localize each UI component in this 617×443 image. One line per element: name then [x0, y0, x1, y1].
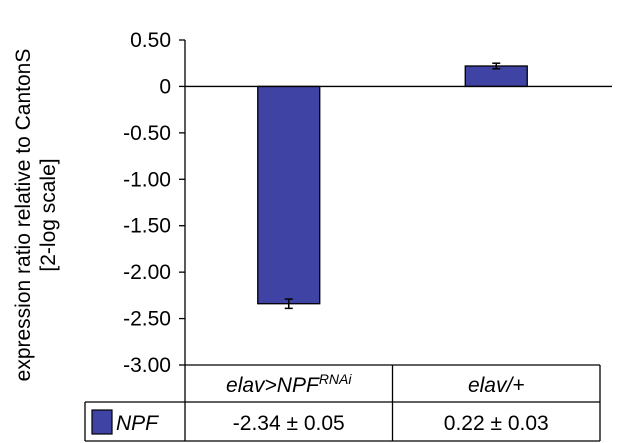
y-axis-label-line: expression ratio relative to CantonS	[12, 49, 35, 382]
category-label: elav>NPFRNAi	[226, 371, 352, 397]
table-value: -2.34 ± 0.05	[233, 412, 345, 435]
y-tick-label: 0.50	[130, 29, 171, 52]
legend-swatch	[91, 409, 113, 435]
bar	[257, 85, 321, 305]
y-tick-label: -2.00	[123, 261, 171, 284]
y-axis-label-line: [2-log scale]	[37, 158, 60, 271]
y-tick-label: -2.50	[123, 308, 171, 331]
y-axis: 0.50 0 -0.50 -1.00 -1.50 -2.00 -2.50 -3.00	[123, 29, 186, 377]
y-tick-label: 0	[159, 75, 171, 98]
y-axis-label: expression ratio relative to CantonS [2-l…	[12, 49, 60, 382]
y-tick-label: -0.50	[123, 122, 171, 145]
data-table: elav>NPFRNAi elav/+ NPF -2.34 ± 0.05 0.22 ± …	[84, 364, 601, 442]
bars	[257, 62, 528, 310]
y-tick-label: -1.00	[123, 168, 171, 191]
legend-label: NPF	[116, 412, 159, 435]
category-label: elav/+	[468, 374, 525, 397]
y-tick-label: -1.50	[123, 215, 171, 238]
table-value: 0.22 ± 0.03	[444, 412, 549, 435]
y-tick-label: -3.00	[123, 354, 171, 377]
